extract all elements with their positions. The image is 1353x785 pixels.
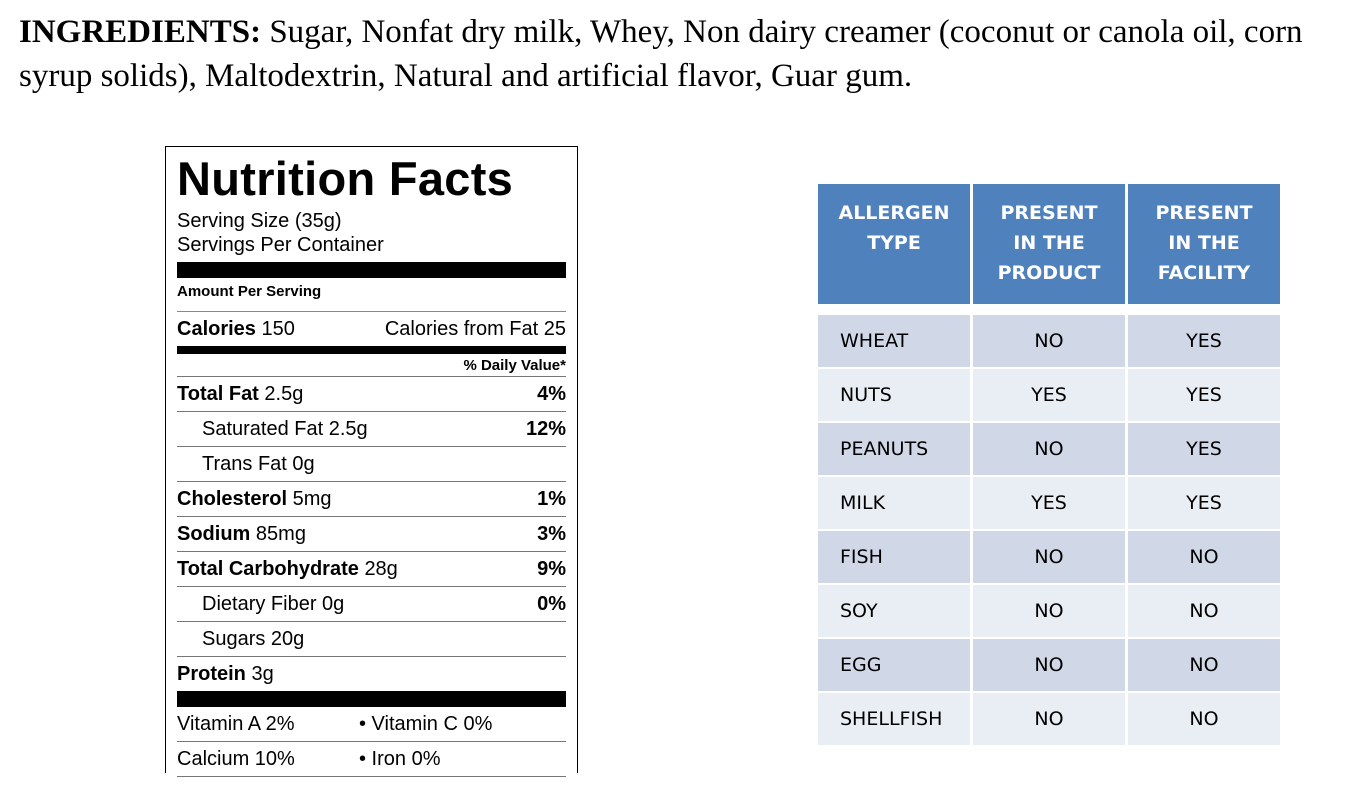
present-in-facility: YES	[1128, 423, 1280, 477]
nutrient-row: Trans Fat 0g	[177, 447, 566, 482]
allergen-type: MILK	[818, 477, 970, 531]
present-in-product: YES	[973, 477, 1125, 531]
present-in-product: NO	[973, 315, 1125, 369]
present-in-facility: NO	[1128, 585, 1280, 639]
nutrient-row: Dietary Fiber 0g 0%	[177, 587, 566, 622]
nutrient-percent: 3%	[537, 523, 566, 545]
present-in-facility: NO	[1128, 531, 1280, 585]
column-header: PRESENT IN THE FACILITY	[1128, 184, 1280, 304]
nutrient-amount: 3g	[251, 663, 274, 685]
divider	[177, 346, 566, 354]
allergen-type: SOY	[818, 585, 970, 639]
nutrient-percent: 0%	[537, 593, 566, 615]
present-in-facility: NO	[1128, 639, 1280, 693]
allergen-type: EGG	[818, 639, 970, 693]
present-in-product: NO	[973, 531, 1125, 585]
ingredients-text: INGREDIENTS: Sugar, Nonfat dry milk, Whe…	[19, 10, 1349, 98]
nutrient-row: Total Fat 2.5g 4%	[177, 377, 566, 412]
calories-row: Calories 150 Calories from Fat 25	[177, 312, 566, 346]
amount-per-serving: Amount Per Serving	[177, 278, 566, 312]
nutrient-amount: 5mg	[292, 488, 332, 510]
calories-value: 150	[261, 318, 295, 340]
allergen-type: FISH	[818, 531, 970, 585]
vitamin-item: • Iron 0%	[359, 748, 441, 770]
present-in-product: NO	[973, 585, 1125, 639]
allergen-row: SHELLFISH NO NO	[818, 693, 1280, 747]
daily-value-header: % Daily Value*	[177, 354, 566, 377]
present-in-product: NO	[973, 639, 1125, 693]
allergen-type: SHELLFISH	[818, 693, 970, 747]
column-header: ALLERGEN TYPE	[818, 184, 970, 304]
serving-size: Serving Size (35g)	[177, 210, 342, 232]
nutrient-amount: Trans Fat 0g	[202, 453, 315, 475]
allergen-row: WHEAT NO YES	[818, 315, 1280, 369]
nutrient-amount: 2.5g	[264, 383, 304, 405]
allergen-table: ALLERGEN TYPE PRESENT IN THE PRODUCT PRESENT I…	[815, 184, 1283, 747]
nutrient-amount: Saturated Fat 2.5g	[202, 418, 368, 440]
present-in-facility: YES	[1128, 369, 1280, 423]
nutrient-name: Total Carbohydrate	[177, 558, 359, 580]
allergen-row: EGG NO NO	[818, 639, 1280, 693]
header-line: IN THE	[1168, 232, 1240, 254]
vitamin-row: Vitamin A 2% • Vitamin C 0%	[177, 707, 566, 742]
nutrient-amount: 28g	[364, 558, 398, 580]
present-in-facility: YES	[1128, 315, 1280, 369]
allergen-row: SOY NO NO	[818, 585, 1280, 639]
nutrient-row: Total Carbohydrate 28g 9%	[177, 552, 566, 587]
vitamin-item: Calcium 10%	[177, 748, 295, 770]
allergen-type: PEANUTS	[818, 423, 970, 477]
allergen-row: NUTS YES YES	[818, 369, 1280, 423]
nutrition-facts-label: Nutrition Facts Serving Size (35g) Servi…	[165, 146, 578, 777]
divider	[177, 691, 566, 707]
vitamin-row: Calcium 10% • Iron 0%	[177, 742, 566, 777]
nutrient-name: Cholesterol	[177, 488, 288, 510]
calories-from-fat: Calories from Fat 25	[384, 318, 566, 340]
calories-label: Calories	[177, 318, 256, 340]
nutrition-title: Nutrition Facts	[177, 152, 514, 205]
nutrient-percent: 9%	[537, 558, 566, 580]
allergen-row: MILK YES YES	[818, 477, 1280, 531]
nutrient-row: Saturated Fat 2.5g 12%	[177, 412, 566, 447]
present-in-facility: YES	[1128, 477, 1280, 531]
present-in-product: NO	[973, 423, 1125, 477]
servings-per-container: Servings Per Container	[177, 234, 384, 256]
header-line: IN THE	[1013, 232, 1085, 254]
nutrient-row: Cholesterol 5mg 1%	[177, 482, 566, 517]
allergen-row: PEANUTS NO YES	[818, 423, 1280, 477]
column-header: PRESENT IN THE PRODUCT	[973, 184, 1125, 304]
nutrient-row: Protein 3g	[177, 657, 566, 691]
nutrient-amount: 85mg	[255, 523, 306, 545]
vitamin-item: • Vitamin C 0%	[359, 713, 493, 735]
header-line: PRESENT	[1000, 202, 1098, 224]
nutrient-percent: 1%	[537, 488, 566, 510]
ingredients-list: Sugar, Nonfat dry milk, Whey, Non dairy …	[19, 14, 1303, 94]
divider	[177, 262, 566, 278]
header-line: PRESENT	[1155, 202, 1253, 224]
header-line: FACILITY	[1157, 262, 1251, 284]
header-line: ALLERGEN	[838, 202, 950, 224]
present-in-facility: NO	[1128, 693, 1280, 747]
nutrient-row: Sugars 20g	[177, 622, 566, 657]
header-line: TYPE	[867, 232, 921, 254]
nutrient-name: Protein	[177, 663, 246, 685]
nutrient-name: Total Fat	[177, 383, 259, 405]
nutrient-name: Sodium	[177, 523, 251, 545]
vitamin-item: Vitamin A 2%	[177, 713, 295, 735]
allergen-row: FISH NO NO	[818, 531, 1280, 585]
ingredients-label: INGREDIENTS:	[19, 14, 262, 50]
allergen-type: WHEAT	[818, 315, 970, 369]
present-in-product: NO	[973, 693, 1125, 747]
nutrient-row: Sodium 85mg 3%	[177, 517, 566, 552]
nutrient-amount: Dietary Fiber 0g	[202, 593, 345, 615]
nutrient-percent: 4%	[537, 383, 566, 405]
nutrient-amount: Sugars 20g	[202, 628, 305, 650]
present-in-product: YES	[973, 369, 1125, 423]
nutrient-percent: 12%	[525, 418, 566, 440]
allergen-type: NUTS	[818, 369, 970, 423]
header-line: PRODUCT	[997, 262, 1101, 284]
